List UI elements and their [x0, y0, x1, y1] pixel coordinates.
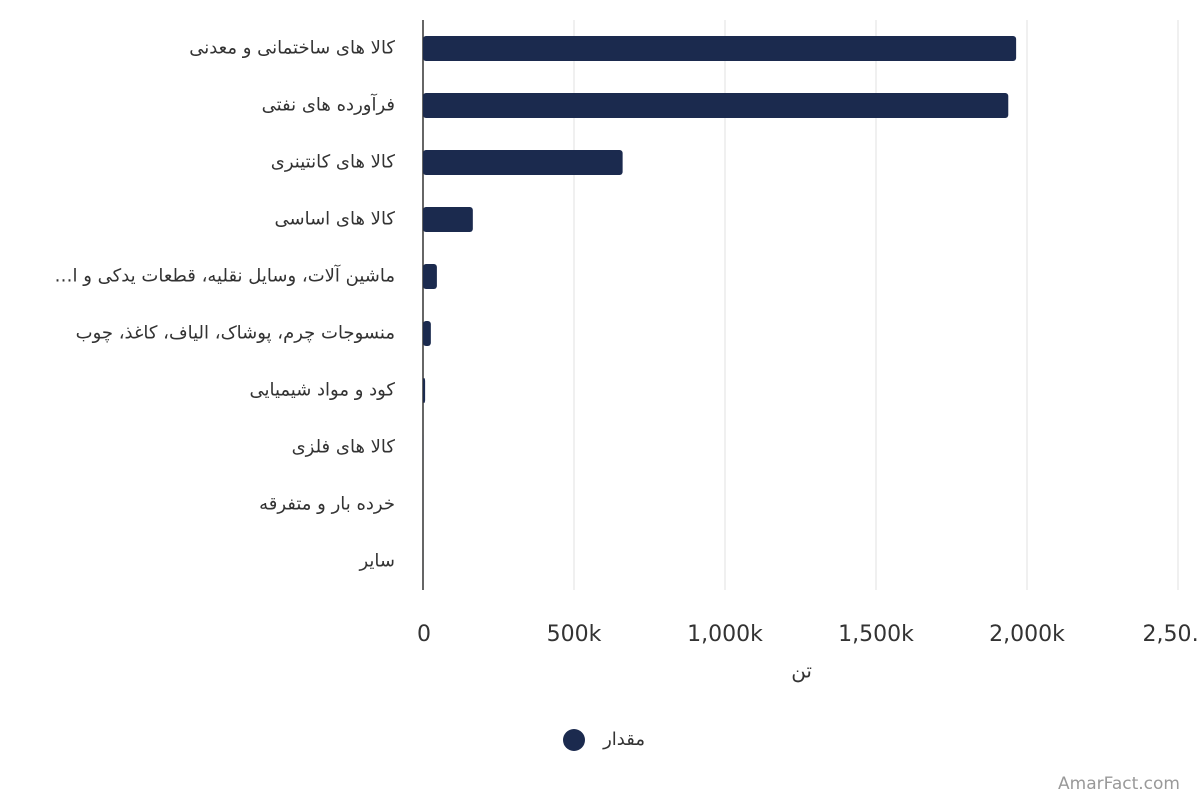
x-tick-label: 0 [417, 622, 431, 647]
y-tick-label: فرآورده های نفتی [262, 93, 395, 116]
y-tick-label: منسوجات چرم، پوشاک، الیاف، کاغذ، چوب [76, 323, 395, 344]
watermark: AmarFact.com [1058, 774, 1180, 794]
y-tick-label: کالا های فلزی [292, 437, 396, 458]
x-tick-label: 1,000k [687, 622, 763, 647]
x-axis-label: تن [791, 659, 812, 683]
bar [423, 321, 431, 346]
bar [423, 207, 473, 232]
bar [423, 93, 1009, 118]
y-tick-label: کالا های کانتینری [271, 152, 396, 173]
y-tick-label: خرده بار و متفرقه [259, 494, 395, 515]
legend-swatch [563, 729, 585, 751]
y-tick-label: کالا های اساسی [275, 209, 396, 230]
legend-label: مقدار [602, 729, 645, 750]
x-tick-label: 1,500k [838, 622, 914, 647]
y-tick-label: ماشین آلات، وسایل نقلیه، قطعات یدکی و ا… [55, 264, 396, 287]
y-tick-label: کالا های ساختمانی و معدنی [189, 38, 395, 59]
x-tick-label: 500k [547, 622, 602, 647]
bar [423, 378, 426, 403]
x-tick-label: 2,000k [989, 622, 1065, 647]
y-tick-label: سایر [358, 551, 395, 572]
x-tick-label: 2,50… [1143, 622, 1200, 647]
bar [423, 36, 1017, 61]
y-tick-label: کود و مواد شیمیایی [249, 380, 395, 401]
bar [423, 150, 623, 175]
bar [423, 264, 437, 289]
